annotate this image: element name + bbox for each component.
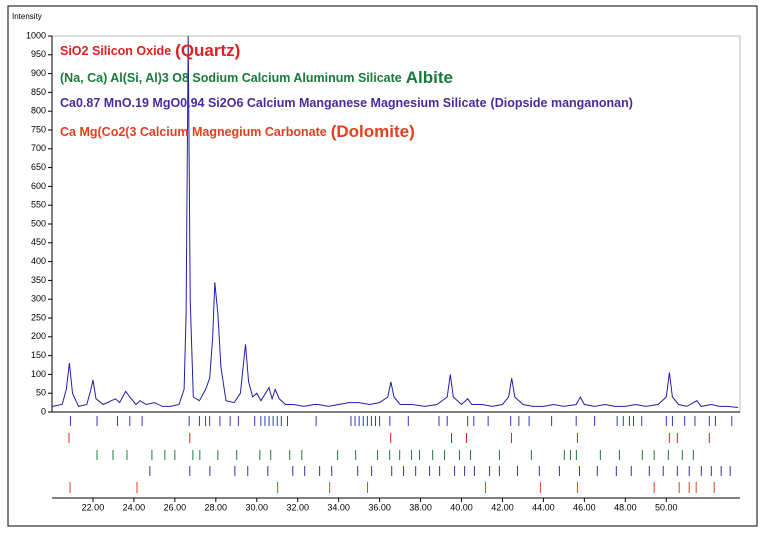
x-tick-label: 42.00 bbox=[491, 502, 514, 512]
x-tick-label: 34.00 bbox=[327, 502, 350, 512]
y-tick-label: 750 bbox=[31, 124, 46, 134]
legend-mineral: (Diopside manganonan) bbox=[491, 96, 633, 110]
x-tick-label: 50.00 bbox=[655, 502, 678, 512]
legend-label: Ca0.87 MnO.19 MgO0.94 Si2O6 Calcium Mang… bbox=[60, 96, 487, 110]
legend-entry: Ca0.87 MnO.19 MgO0.94 Si2O6 Calcium Mang… bbox=[60, 96, 633, 110]
y-tick-label: 450 bbox=[31, 237, 46, 247]
y-tick-label: 550 bbox=[31, 200, 46, 210]
x-tick-label: 28.00 bbox=[205, 502, 228, 512]
y-tick-label: 1000 bbox=[26, 30, 46, 40]
x-tick-label: 38.00 bbox=[409, 502, 432, 512]
legend-entry: SiO2 Silicon Oxide (Quartz) bbox=[60, 41, 240, 60]
x-tick-label: 30.00 bbox=[245, 502, 268, 512]
y-tick-label: 800 bbox=[31, 106, 46, 116]
y-tick-label: 600 bbox=[31, 181, 46, 191]
legend-mineral: (Quartz) bbox=[175, 41, 240, 60]
x-tick-label: 24.00 bbox=[123, 502, 146, 512]
legend-entry: Ca Mg(Co2(3 Calcium Magnegium Carbonate (… bbox=[60, 122, 415, 141]
x-tick-label: 44.00 bbox=[532, 502, 555, 512]
x-tick-label: 36.00 bbox=[368, 502, 391, 512]
y-axis-label: Intensity bbox=[12, 12, 42, 21]
y-tick-label: 950 bbox=[31, 49, 46, 59]
x-tick-label: 22.00 bbox=[82, 502, 105, 512]
y-tick-label: 250 bbox=[31, 312, 46, 322]
legend-entry: (Na, Ca) Al(Si, Al)3 O8 Sodium Calcium A… bbox=[60, 68, 453, 87]
legend-label: Ca Mg(Co2(3 Calcium Magnegium Carbonate bbox=[60, 125, 327, 139]
pattern-line bbox=[51, 35, 739, 408]
legend-mineral: Albite bbox=[406, 68, 453, 87]
y-tick-label: 0 bbox=[41, 406, 46, 416]
y-tick-label: 100 bbox=[31, 369, 46, 379]
plot-frame bbox=[51, 35, 741, 413]
y-tick-label: 700 bbox=[31, 143, 46, 153]
y-tick-label: 850 bbox=[31, 87, 46, 97]
y-tick-label: 50 bbox=[36, 388, 46, 398]
y-tick-label: 300 bbox=[31, 294, 46, 304]
y-tick-label: 350 bbox=[31, 275, 46, 285]
y-tick-label: 150 bbox=[31, 350, 46, 360]
legend-label: SiO2 Silicon Oxide bbox=[60, 44, 171, 58]
y-tick-label: 650 bbox=[31, 162, 46, 172]
legend-mineral: (Dolomite) bbox=[331, 122, 415, 141]
x-tick-label: 48.00 bbox=[614, 502, 637, 512]
x-tick-label: 26.00 bbox=[164, 502, 187, 512]
y-tick-label: 200 bbox=[31, 331, 46, 341]
x-tick-label: 40.00 bbox=[450, 502, 473, 512]
outer-frame bbox=[7, 5, 758, 527]
legend-label: (Na, Ca) Al(Si, Al)3 O8 Sodium Calcium A… bbox=[60, 71, 402, 85]
y-tick-label: 400 bbox=[31, 256, 46, 266]
y-tick-label: 900 bbox=[31, 68, 46, 78]
y-tick-label: 500 bbox=[31, 218, 46, 228]
x-tick-label: 46.00 bbox=[573, 502, 596, 512]
x-tick-label: 32.00 bbox=[286, 502, 309, 512]
